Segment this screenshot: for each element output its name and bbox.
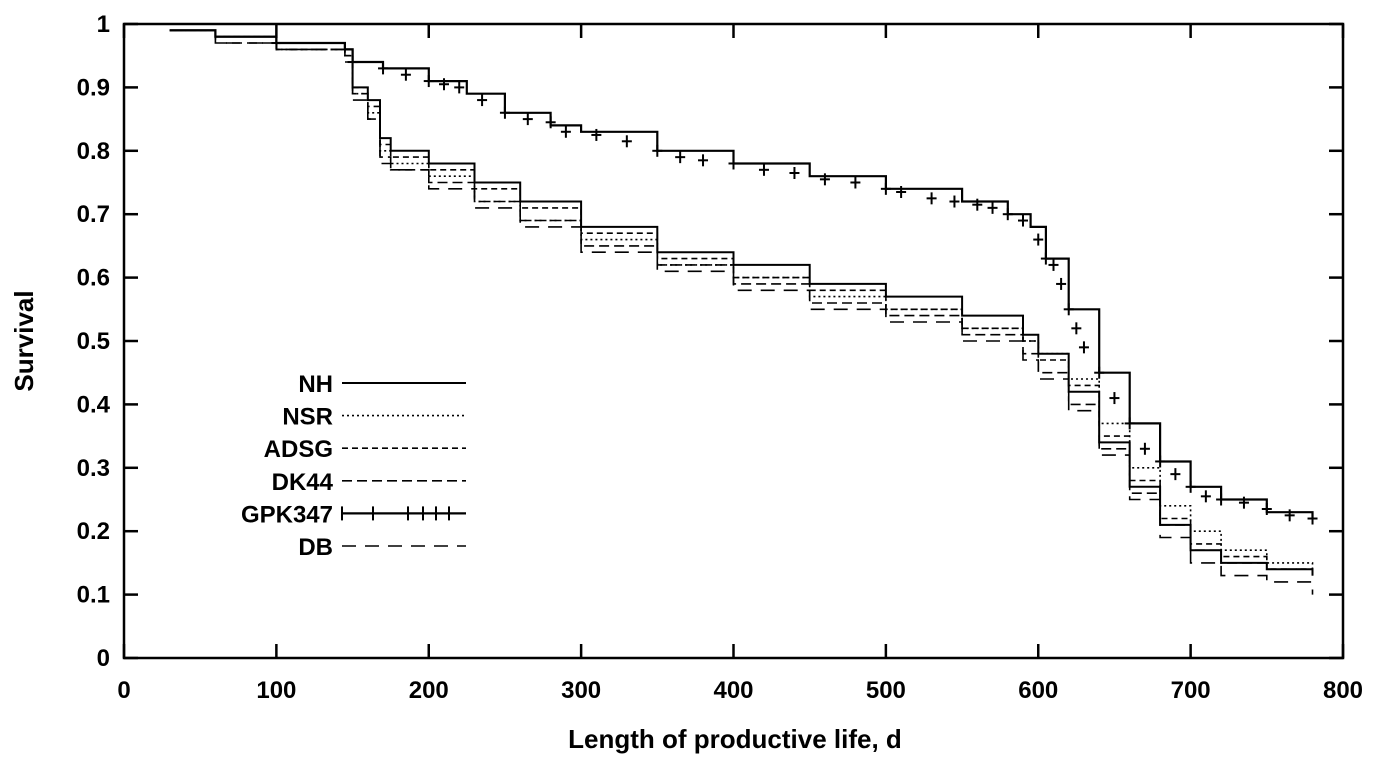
x-axis-ticks: 0 100 200 300 400 500 600 700 800 (117, 24, 1363, 704)
x-tick-label: 0 (117, 677, 130, 704)
series-line-dk44 (169, 29, 1314, 576)
x-tick-label: 200 (409, 677, 449, 704)
legend: NH NSR ADSG DK44 GPK347 DB (241, 371, 466, 561)
x-tick-label: 500 (866, 677, 906, 704)
legend-label-db: DB (298, 534, 333, 561)
series-line-nsr (169, 29, 1314, 570)
series-line-gpk347 (169, 29, 1314, 519)
plot-frame (122, 22, 1345, 660)
x-axis-title: Length of productive life, d (568, 724, 902, 754)
x-tick-label: 100 (256, 677, 296, 704)
y-tick-label: 0.5 (77, 328, 110, 355)
x-tick-label: 800 (1323, 677, 1363, 704)
x-tick-label: 700 (1171, 677, 1211, 704)
y-tick-label: 0.8 (77, 138, 110, 165)
legend-label-adsg: ADSG (264, 436, 333, 463)
legend-label-dk44: DK44 (272, 469, 334, 496)
x-tick-label: 400 (713, 677, 753, 704)
y-tick-label: 0.3 (77, 455, 110, 482)
y-axis-title: Survival (9, 290, 39, 391)
y-tick-label: 0.1 (77, 582, 110, 609)
y-tick-label: 0.4 (77, 391, 111, 418)
series-layer (169, 29, 1318, 595)
y-tick-label: 0.9 (77, 74, 110, 101)
legend-label-gpk347: GPK347 (241, 501, 333, 528)
y-tick-label: 0.2 (77, 518, 110, 545)
y-tick-label: 1 (97, 11, 110, 38)
y-tick-label: 0.6 (77, 265, 110, 292)
legend-label-nsr: NSR (282, 404, 333, 431)
y-tick-label: 0.7 (77, 201, 110, 228)
x-tick-label: 600 (1018, 677, 1058, 704)
y-tick-label: 0 (97, 645, 110, 672)
y-axis-ticks: 0 0.1 0.2 0.3 0.4 0.5 0.6 0.7 0.8 0.9 1 (77, 11, 1343, 672)
x-tick-label: 300 (561, 677, 601, 704)
legend-label-nh: NH (298, 371, 333, 398)
plot-border (122, 22, 1345, 660)
series-line-db (169, 29, 1314, 595)
